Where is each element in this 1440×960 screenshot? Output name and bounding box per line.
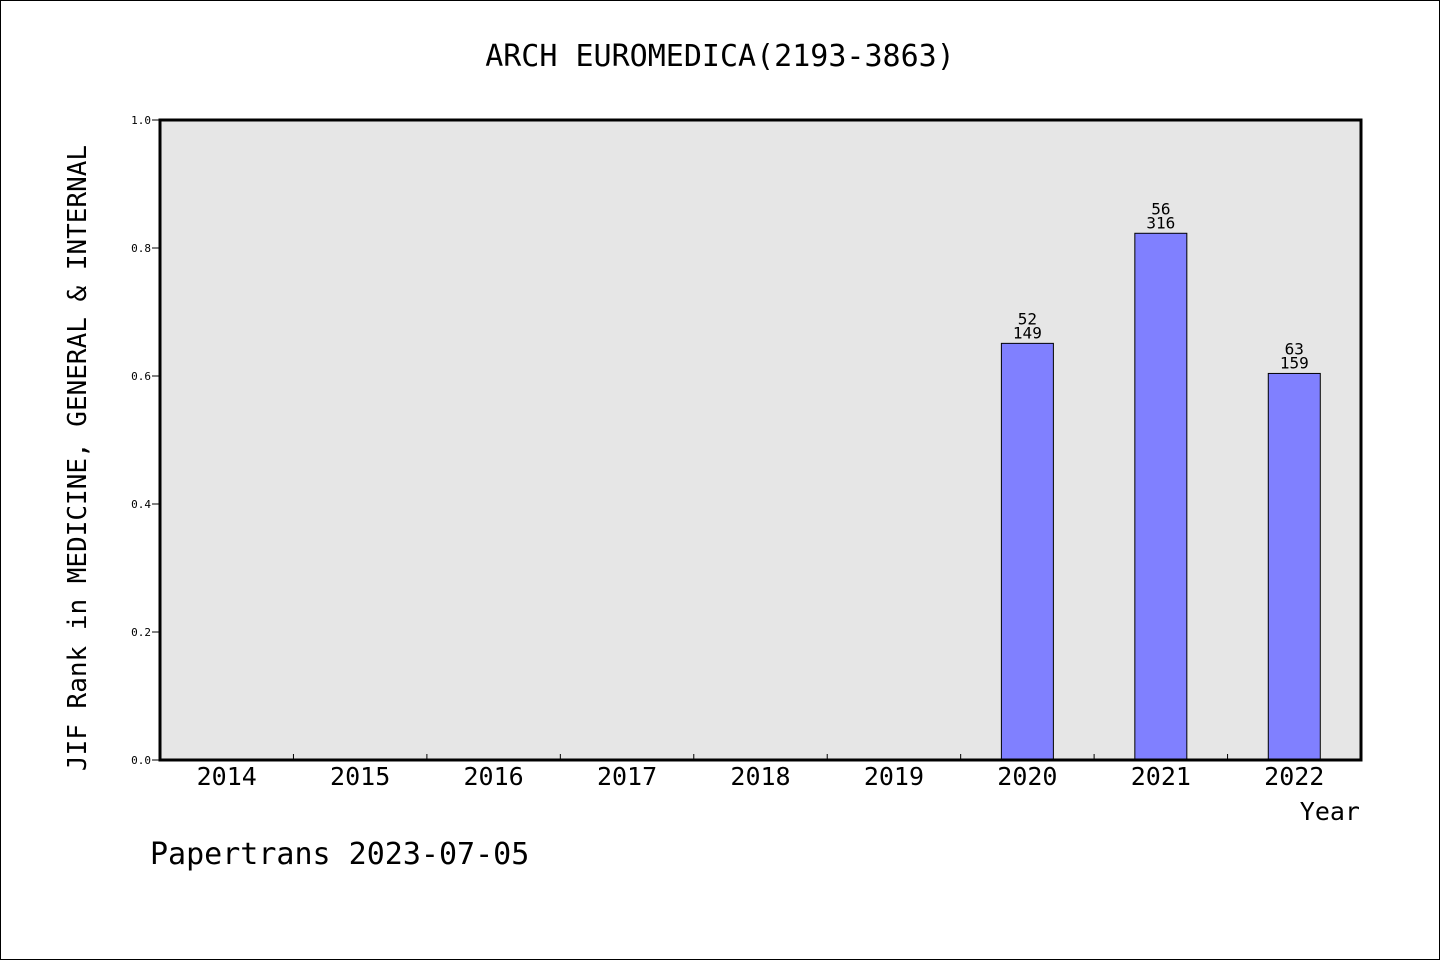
bar-rank-label: 63 — [1285, 339, 1304, 358]
x-tick-label: 2022 — [1264, 762, 1324, 791]
y-axis-label: JIF Rank in MEDICINE, GENERAL & INTERNAL — [63, 145, 93, 771]
bar — [1134, 232, 1188, 761]
bar-total-label: 159 — [1280, 353, 1309, 372]
plot-border — [158, 118, 1363, 762]
ticks-layer: 2014 2015 2016 2017 2018 2019 2020 2021 2022 0.0 0… — [131, 114, 1324, 791]
x-tick-label: 2019 — [864, 762, 924, 791]
x-tick-label: 2017 — [597, 762, 657, 791]
x-axis-label: Year — [1300, 797, 1360, 826]
y-tick-label: 0.2 — [131, 626, 151, 639]
y-tick-label: 0.0 — [131, 754, 151, 767]
y-tick-label: 0.8 — [131, 242, 151, 255]
x-tick-label: 2014 — [197, 762, 257, 791]
y-tick-label: 0.4 — [131, 498, 151, 511]
bar — [1000, 342, 1054, 761]
chart-title: ARCH EUROMEDICA(2193-3863) — [485, 39, 955, 74]
y-tick-label: 1.0 — [131, 114, 151, 127]
bar — [1267, 372, 1321, 761]
y-tick-label: 0.6 — [131, 370, 151, 383]
x-tick-label: 2021 — [1131, 762, 1191, 791]
bar-total-label: 316 — [1146, 213, 1175, 232]
bar-rank-label: 56 — [1151, 199, 1170, 218]
bar-total-label: 149 — [1013, 323, 1042, 342]
x-tick-label: 2016 — [464, 762, 524, 791]
x-tick-label: 2018 — [730, 762, 790, 791]
footer-watermark: Papertrans 2023-07-05 — [150, 837, 529, 872]
bar-rank-label: 52 — [1018, 309, 1037, 328]
x-tick-label: 2015 — [330, 762, 390, 791]
x-tick-label: 2020 — [997, 762, 1057, 791]
